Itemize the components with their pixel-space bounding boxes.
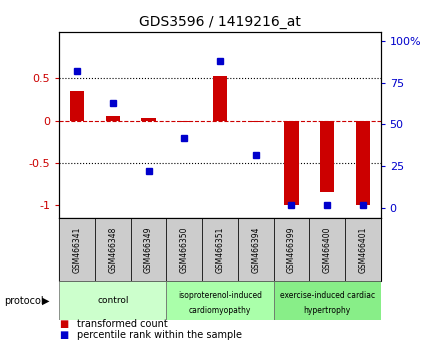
Text: isoproterenol-induced: isoproterenol-induced xyxy=(178,291,262,299)
Bar xyxy=(70,91,84,121)
Bar xyxy=(238,218,274,281)
Text: ■: ■ xyxy=(59,330,69,339)
Text: ■: ■ xyxy=(59,319,69,329)
Text: transformed count: transformed count xyxy=(77,319,168,329)
Text: GSM466350: GSM466350 xyxy=(180,226,189,273)
Bar xyxy=(106,116,120,121)
Bar xyxy=(309,218,345,281)
Bar xyxy=(59,281,166,320)
Bar xyxy=(59,218,95,281)
Bar xyxy=(166,281,274,320)
Bar xyxy=(213,76,227,121)
Bar xyxy=(345,218,381,281)
Text: exercise-induced cardiac: exercise-induced cardiac xyxy=(279,291,374,299)
Bar xyxy=(142,118,156,121)
Title: GDS3596 / 1419216_at: GDS3596 / 1419216_at xyxy=(139,16,301,29)
Text: GSM466399: GSM466399 xyxy=(287,226,296,273)
Text: GSM466341: GSM466341 xyxy=(73,226,82,273)
Bar xyxy=(95,218,131,281)
Bar xyxy=(166,218,202,281)
Bar xyxy=(202,218,238,281)
Text: GSM466394: GSM466394 xyxy=(251,226,260,273)
Text: protocol: protocol xyxy=(4,296,44,306)
Text: hypertrophy: hypertrophy xyxy=(304,306,351,315)
Bar xyxy=(356,121,370,205)
Text: cardiomyopathy: cardiomyopathy xyxy=(189,306,251,315)
Bar xyxy=(274,218,309,281)
Text: GSM466351: GSM466351 xyxy=(216,226,224,273)
Bar xyxy=(131,218,166,281)
Text: ▶: ▶ xyxy=(42,296,49,306)
Text: GSM466401: GSM466401 xyxy=(358,226,367,273)
Text: GSM466348: GSM466348 xyxy=(108,226,117,273)
Text: percentile rank within the sample: percentile rank within the sample xyxy=(77,330,242,339)
Bar xyxy=(177,121,191,122)
Bar xyxy=(249,121,263,122)
Bar xyxy=(320,121,334,192)
Text: control: control xyxy=(97,296,128,306)
Text: GSM466400: GSM466400 xyxy=(323,226,332,273)
Text: GSM466349: GSM466349 xyxy=(144,226,153,273)
Bar xyxy=(284,121,298,205)
Bar xyxy=(274,281,381,320)
